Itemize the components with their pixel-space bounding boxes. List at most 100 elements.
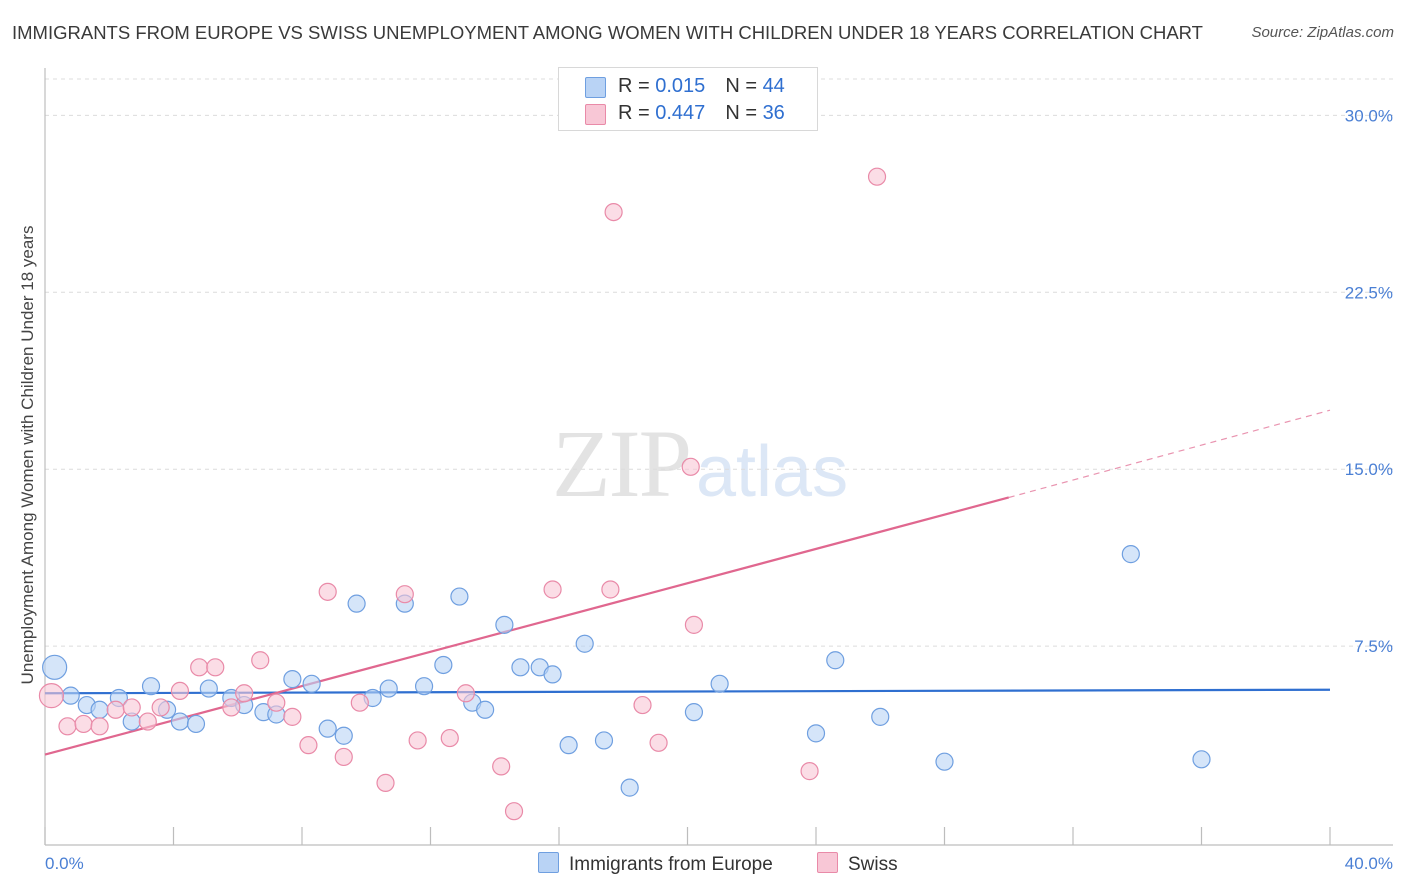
- bottom-legend-swiss: Swiss: [817, 852, 898, 876]
- legend-swatch-europe: [585, 77, 606, 98]
- bottom-legend-swatch-europe: [538, 852, 559, 873]
- point-europe: [414, 677, 434, 696]
- point-europe: [302, 674, 321, 693]
- trend-line-extension: [1008, 409, 1331, 499]
- chart-source: Source: ZipAtlas.com: [1251, 24, 1394, 41]
- point-europe: [559, 736, 578, 755]
- point-swiss: [267, 693, 286, 712]
- point-swiss: [350, 693, 369, 712]
- point-europe: [347, 594, 366, 613]
- point-europe: [935, 752, 954, 771]
- axes: [44, 68, 1393, 846]
- legend-r-label: R =: [618, 75, 656, 97]
- point-swiss: [58, 717, 77, 736]
- point-europe: [61, 686, 80, 705]
- point-europe: [283, 670, 302, 689]
- point-swiss: [74, 714, 93, 734]
- legend-n-value: 44: [762, 75, 785, 97]
- point-europe: [42, 654, 68, 680]
- point-swiss: [376, 773, 395, 793]
- point-europe: [826, 651, 845, 670]
- point-europe: [186, 714, 206, 734]
- point-swiss: [395, 585, 414, 604]
- point-swiss: [334, 747, 353, 767]
- point-europe: [575, 634, 594, 653]
- point-europe: [495, 615, 514, 634]
- point-europe: [806, 724, 826, 743]
- point-swiss: [122, 698, 141, 717]
- bottom-legend-europe: Immigrants from Europe: [538, 852, 773, 876]
- legend-stats-swiss: R = 0.447 N = 36: [618, 102, 785, 125]
- legend-swatch-swiss: [585, 104, 606, 125]
- point-europe: [710, 674, 729, 693]
- chart-title: IMMIGRANTS FROM EUROPE VS SWISS UNEMPLOY…: [12, 22, 1203, 43]
- point-swiss: [190, 658, 209, 677]
- trend-line: [44, 688, 1331, 695]
- data-points: [38, 167, 1211, 821]
- point-swiss: [492, 757, 511, 776]
- point-europe: [170, 712, 190, 731]
- point-europe: [199, 679, 218, 698]
- point-swiss: [222, 698, 241, 717]
- point-swiss: [251, 651, 270, 670]
- point-swiss: [283, 707, 302, 726]
- point-swiss: [681, 457, 700, 476]
- point-europe: [434, 655, 453, 675]
- point-europe: [318, 719, 337, 738]
- point-swiss: [867, 167, 887, 186]
- point-swiss: [649, 733, 668, 752]
- point-swiss: [38, 683, 65, 709]
- point-swiss: [318, 582, 337, 601]
- point-europe: [1192, 750, 1211, 769]
- correlation-legend: R = 0.015 N = 44 R = 0.447 N = 36: [558, 67, 818, 131]
- point-europe: [90, 700, 109, 719]
- point-europe: [594, 731, 614, 750]
- legend-n-label: N =: [725, 75, 763, 97]
- y-tick-label: 30.0%: [1345, 106, 1393, 125]
- trend-lines: [44, 409, 1331, 756]
- gridlines: [45, 78, 1393, 647]
- x-tick-label-max: 40.0%: [1345, 854, 1393, 873]
- point-swiss: [684, 615, 704, 634]
- point-swiss: [206, 658, 225, 677]
- legend-n-value: 36: [762, 102, 785, 124]
- point-swiss: [456, 684, 475, 703]
- point-swiss: [543, 580, 562, 599]
- point-swiss: [633, 695, 652, 715]
- legend-stats-europe: R = 0.015 N = 44: [618, 75, 785, 98]
- legend-r-label: R =: [618, 102, 656, 124]
- point-europe: [543, 665, 562, 684]
- point-swiss: [151, 698, 170, 717]
- point-swiss: [138, 712, 157, 731]
- point-swiss: [90, 717, 109, 736]
- point-europe: [511, 658, 530, 677]
- legend-n-label: N =: [725, 102, 763, 124]
- point-europe: [1121, 545, 1140, 564]
- point-swiss: [408, 731, 427, 750]
- point-europe: [450, 587, 469, 606]
- point-swiss: [299, 736, 318, 755]
- point-swiss: [235, 684, 254, 703]
- point-swiss: [800, 762, 819, 781]
- bottom-legend-label-europe: Immigrants from Europe: [569, 854, 773, 875]
- y-tick-label: 15.0%: [1345, 460, 1393, 479]
- point-europe: [476, 700, 495, 719]
- bottom-legend-swatch-swiss: [817, 852, 838, 873]
- point-swiss: [106, 700, 125, 719]
- point-europe: [379, 679, 398, 698]
- point-swiss: [440, 728, 459, 748]
- point-europe: [141, 677, 161, 696]
- y-tick-label: 7.5%: [1354, 637, 1393, 656]
- y-tick-label: 22.5%: [1345, 283, 1393, 302]
- trend-line: [44, 496, 1010, 756]
- point-europe: [334, 726, 353, 745]
- point-europe: [871, 707, 890, 726]
- bottom-legend-label-swiss: Swiss: [848, 854, 898, 875]
- point-europe: [684, 703, 704, 722]
- x-tick-label-min: 0.0%: [45, 854, 84, 873]
- y-axis-label: Unemployment Among Women with Children U…: [18, 225, 37, 685]
- point-swiss: [170, 681, 190, 701]
- point-swiss: [504, 802, 524, 821]
- point-europe: [620, 778, 639, 797]
- tick-labels: 7.5% 15.0% 22.5% 30.0% 0.0% 40.0%: [45, 106, 1393, 873]
